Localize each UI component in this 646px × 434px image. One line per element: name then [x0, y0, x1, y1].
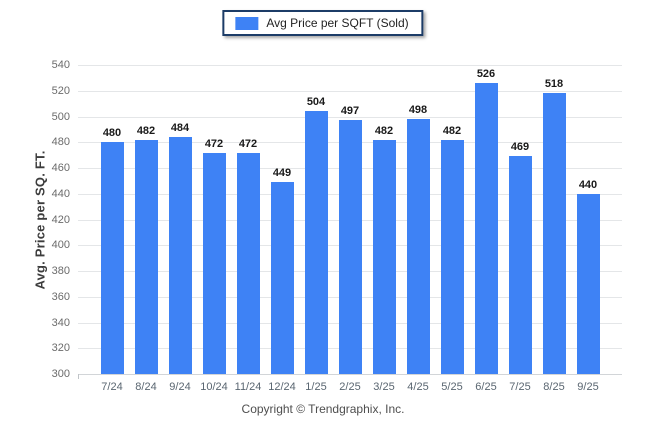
bar-value-label: 480: [102, 127, 122, 140]
x-tick-label: 9/24: [169, 381, 191, 393]
x-tick-label: 11/24: [234, 381, 262, 393]
bar-3/25: [372, 139, 396, 374]
bar-1/25: [304, 111, 328, 374]
y-tick-label: 500: [51, 110, 70, 123]
bar-value-label: 469: [510, 141, 530, 154]
y-tick-label: 380: [51, 265, 70, 277]
bar-value-label: 484: [170, 122, 190, 135]
axis-tick: [78, 374, 79, 379]
x-tick-label: 5/25: [441, 381, 463, 393]
y-tick-label: 540: [51, 59, 70, 71]
y-tick-label: 480: [51, 136, 70, 149]
x-axis-line: [78, 374, 622, 375]
bar-value-label: 449: [272, 167, 292, 180]
x-tick-label: 7/25: [509, 381, 531, 393]
gridline: [78, 90, 622, 92]
y-tick-label: 300: [51, 368, 70, 380]
x-tick-label: 8/24: [135, 381, 157, 393]
legend-swatch: [235, 16, 259, 30]
bar-7/25: [508, 156, 532, 374]
bar-12/24: [270, 182, 294, 374]
x-tick-label: 8/25: [543, 381, 565, 393]
bar-7/24: [100, 142, 124, 374]
plot-area: 540 520 500 480 460 440 420 400 380 360 340 320 300 4…: [52, 59, 622, 393]
x-tick-label: 12/24: [268, 381, 296, 393]
gridline: [78, 65, 622, 66]
x-tick-label: 9/25: [577, 381, 599, 393]
y-tick-label: 400: [51, 239, 70, 252]
x-tick-label: 6/25: [475, 381, 497, 393]
bar-8/24: [134, 139, 158, 374]
y-tick-label: 360: [51, 290, 70, 303]
bar-4/25: [406, 119, 430, 374]
bar-11/24: [236, 152, 260, 374]
bar-5/25: [440, 139, 464, 374]
gridline: [78, 116, 622, 118]
bar-value-label: 472: [238, 137, 258, 150]
y-tick-label: 440: [51, 187, 70, 200]
bar-value-label: 482: [136, 124, 156, 137]
x-tick-label: 4/25: [407, 381, 429, 393]
bar-2/25: [338, 120, 362, 374]
x-tick-label: 10/24: [200, 381, 228, 393]
bar-value-label: 498: [408, 104, 428, 117]
x-tick-label: 2/25: [339, 381, 361, 393]
bar-value-label: 518: [544, 78, 564, 91]
copyright-text: Copyright © Trendgraphix, Inc.: [241, 402, 405, 416]
y-tick-label: 340: [51, 316, 70, 329]
bar-9/25: [576, 193, 600, 374]
bar-value-label: 482: [374, 124, 394, 137]
bar-10/24: [202, 152, 226, 374]
bar-value-label: 526: [476, 68, 496, 81]
bar-value-label: 472: [204, 137, 224, 150]
y-tick-label: 520: [51, 84, 70, 97]
bar-value-label: 504: [306, 96, 326, 109]
x-tick-label: 3/25: [373, 381, 395, 393]
bar-8/25: [542, 93, 566, 374]
bar-value-label: 482: [442, 124, 462, 137]
bar-9/24: [168, 137, 192, 374]
bar-value-label: 440: [578, 178, 598, 191]
legend-label: Avg Price per SQFT (Sold): [266, 16, 409, 30]
y-tick-label: 460: [51, 162, 70, 174]
bar-value-label: 497: [340, 105, 360, 118]
bar-6/25: [474, 83, 498, 374]
x-tick-label: 1/25: [305, 381, 327, 393]
y-tick-label: 420: [51, 213, 70, 226]
x-tick-label: 7/24: [101, 381, 123, 393]
y-tick-label: 320: [51, 342, 70, 355]
legend: Avg Price per SQFT (Sold): [222, 10, 424, 36]
